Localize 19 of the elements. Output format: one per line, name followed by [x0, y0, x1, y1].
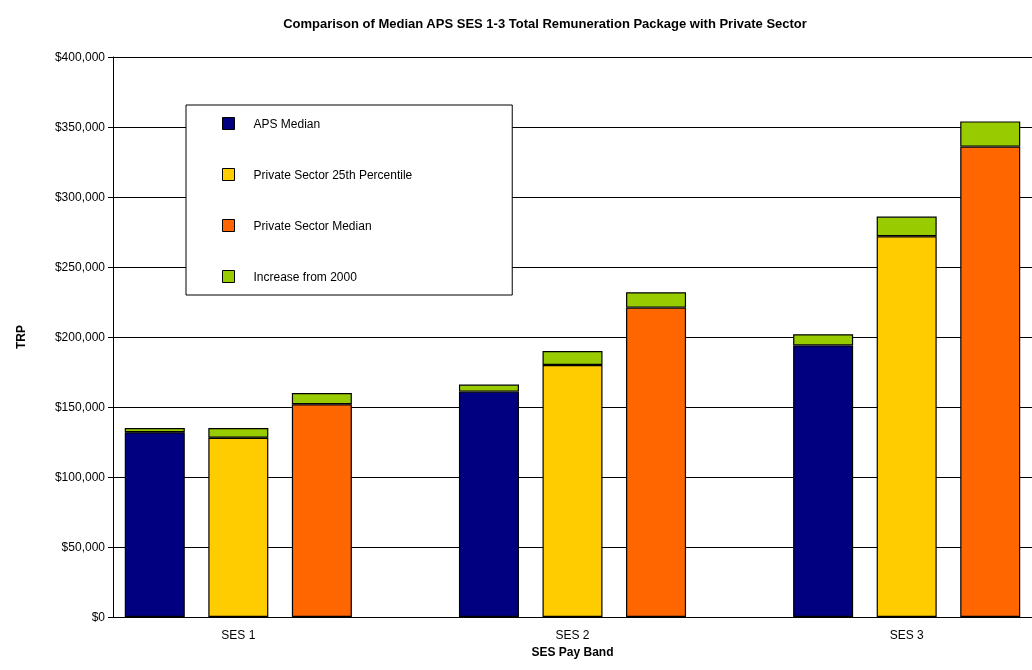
y-tick-label: $350,000: [54, 120, 106, 134]
x-tick-label: SES 1: [221, 628, 256, 642]
legend-label: Private Sector Median: [253, 218, 372, 233]
x-tick-label: SES 2: [555, 628, 590, 642]
legend-label: Private Sector 25th Percentile: [253, 167, 413, 182]
x-axis-title: SES Pay Band: [531, 644, 614, 659]
y-axis-title: TRP: [14, 325, 28, 349]
y-tick-label: $150,000: [54, 400, 106, 414]
y-tick-label: $400,000: [54, 50, 106, 64]
legend-label: APS Median: [253, 116, 321, 131]
y-tick-label: $100,000: [54, 470, 106, 484]
y-tick-label: $250,000: [54, 260, 106, 274]
y-tick-label: $200,000: [54, 330, 106, 344]
y-tick-label: $0: [91, 610, 106, 624]
chart-title: Comparison of Median APS SES 1-3 Total Remuneration Package with Private Sector: [283, 16, 807, 31]
legend-label: Increase from 2000: [253, 269, 358, 284]
x-tick-label: SES 3: [889, 628, 925, 642]
y-tick-label: $50,000: [61, 540, 106, 554]
y-tick-label: $300,000: [54, 190, 106, 204]
